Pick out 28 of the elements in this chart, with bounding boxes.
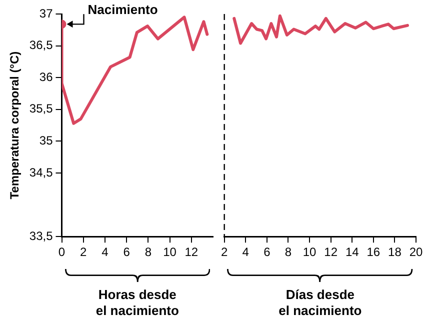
y-tick-label: 33,5 <box>29 228 54 243</box>
y-axis-title: Temperatura corporal (°C) <box>8 51 22 200</box>
x-tick-label: 12 <box>184 245 198 260</box>
x-tick-label: 2 <box>80 245 88 260</box>
annotation: Nacimiento <box>88 2 158 17</box>
x-tick-label: 18 <box>388 245 402 260</box>
x-tick-label: 10 <box>163 245 177 260</box>
x-tick-label: 8 <box>144 245 152 260</box>
x-tick-label: 2 <box>220 245 228 260</box>
x-tick-label: 4 <box>242 245 250 260</box>
x-tick-label: 6 <box>264 245 271 260</box>
y-tick-label: 34,5 <box>29 165 54 180</box>
x-tick-label: 20 <box>409 245 423 260</box>
text: Días desde el nacimiento <box>278 287 362 318</box>
y-tick-label: 36,5 <box>29 38 54 52</box>
x-tick-label: 16 <box>366 245 380 260</box>
y-tick-label: 35,5 <box>29 102 54 116</box>
x-tick-label: 6 <box>123 245 130 260</box>
y-tick-label: 36 <box>39 70 54 84</box>
x-tick-label: 14 <box>345 245 360 260</box>
x-tick-label: 4 <box>102 245 109 260</box>
y-tick-label: 35 <box>39 134 54 148</box>
x-tick-label: 8 <box>284 245 292 260</box>
x-tick-label: 0 <box>58 245 66 260</box>
x-tick-label: 12 <box>324 245 338 260</box>
y-tick-label: 37 <box>39 6 54 20</box>
x-tick-label: 10 <box>302 245 317 260</box>
text: Horas desde el nacimiento <box>96 287 179 318</box>
